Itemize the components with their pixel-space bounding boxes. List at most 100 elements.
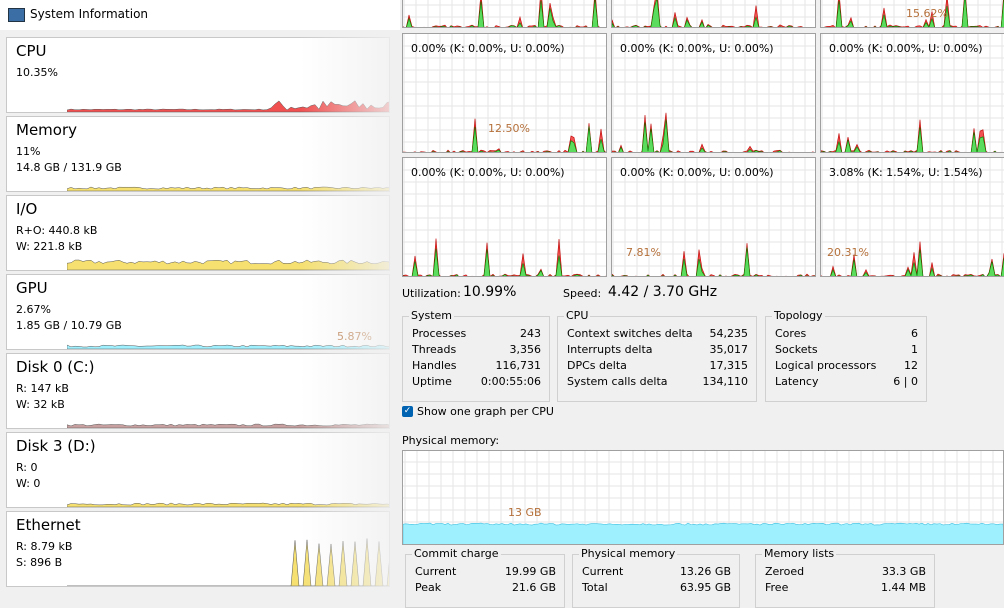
checkbox-box: ✓ [402, 406, 413, 417]
row-value: 1.44 MB [880, 581, 926, 594]
group-box: Topology Cores 6 Sockets 1 Logical processors… [765, 309, 927, 402]
group-row: Uptime 0:00:55:06 [412, 375, 541, 391]
group-title: Commit charge [412, 547, 501, 560]
row-value: 33.3 GB [881, 565, 926, 578]
row-label: Free [765, 581, 789, 594]
graph-plot [612, 158, 815, 276]
panel-graph [66, 491, 389, 507]
cpu-graph-text: 0.00% (K: 0.00%, U: 0.00%) [620, 166, 774, 179]
row-value: 54,235 [709, 327, 749, 340]
cpu-graph-text: 0.00% (K: 0.00%, U: 0.00%) [620, 42, 774, 55]
panel-title: CPU [16, 42, 47, 60]
sidebar-panel: GPU 2.67% 1.85 GB / 10.79 GB 5.87% [6, 274, 390, 350]
panel-graph [66, 175, 389, 191]
panel-plot [66, 100, 389, 112]
row-value: 116,731 [495, 359, 542, 372]
group-row: Free 1.44 MB [765, 581, 926, 597]
row-label: DPCs delta [567, 359, 627, 372]
group-row: Total 63.95 GB [582, 581, 731, 597]
panel-line: 11% [16, 145, 41, 158]
group-row: Sockets 1 [775, 343, 918, 359]
panel-line: R: 0 [16, 461, 38, 474]
group-title: System [409, 309, 455, 322]
panel-line: 1.85 GB / 10.79 GB [16, 319, 122, 332]
row-label: Sockets [775, 343, 818, 356]
utilization-value: 10.99% [463, 284, 517, 300]
row-value: 63.95 GB [679, 581, 731, 594]
row-value: 6 | 0 [893, 375, 918, 388]
panel-plot [67, 538, 389, 586]
row-label: System calls delta [567, 375, 668, 388]
row-label: Processes [412, 327, 467, 340]
group-row: Threads 3,356 [412, 343, 541, 359]
row-label: Context switches delta [567, 327, 693, 340]
row-label: Current [415, 565, 457, 578]
cpu-graph-label: 12.50% [488, 122, 530, 135]
panel-title: Memory [16, 121, 78, 139]
panel-graph [66, 412, 389, 428]
memory-graph-label: 13 GB [508, 506, 542, 519]
cpu-graph-label: 15.62% [906, 7, 948, 20]
sidebar-panel: CPU 10.35% [6, 37, 390, 113]
group-row: Latency 6 | 0 [775, 375, 918, 391]
panel-line: 10.35% [16, 66, 58, 79]
group-row: Context switches delta 54,235 [567, 327, 748, 343]
cpu-graph-text: 0.00% (K: 0.00%, U: 0.00%) [411, 166, 565, 179]
group-box: CPU Context switches delta 54,235 Interrupt… [557, 309, 757, 402]
panel-graph [66, 96, 389, 112]
physical-memory-label: Physical memory: [402, 434, 500, 447]
group-row: Logical processors 12 [775, 359, 918, 375]
panel-line: W: 221.8 kB [16, 240, 83, 253]
cpu-graph-text: 0.00% (K: 0.00%, U: 0.00%) [411, 42, 565, 55]
row-value: 12 [904, 359, 918, 372]
row-value: 3,356 [509, 343, 542, 356]
group-row: System calls delta 134,110 [567, 375, 748, 391]
cpu-graph: 0.00% (K: 0.00%, U: 0.00%) [611, 33, 816, 153]
cpu-graph: 0.00% (K: 0.00%, U: 0.00%) [820, 33, 1004, 153]
graph-plot [612, 34, 815, 152]
cpu-graph [402, 0, 607, 28]
memory-graph: 13 GB [402, 450, 1004, 545]
graph-plot [403, 0, 606, 27]
panel-graph [66, 254, 389, 270]
sidebar-panel: Memory 11% 14.8 GB / 131.9 GB [6, 116, 390, 192]
sidebar-panel: Ethernet R: 8.79 kB S: 896 B [6, 511, 390, 587]
panel-line: W: 0 [16, 477, 41, 490]
group-row: Peak 21.6 GB [415, 581, 556, 597]
cpu-graph [611, 0, 816, 28]
sidebar-panel: I/O R+O: 440.8 kB W: 221.8 kB [6, 195, 390, 271]
panel-title: Disk 0 (C:) [16, 358, 95, 376]
group-title: Memory lists [762, 547, 837, 560]
row-value: 0:00:55:06 [480, 375, 541, 388]
group-box: Physical memory Current 13.26 GB Total 63.95… [572, 547, 740, 608]
checkbox-label: Show one graph per CPU [417, 405, 554, 418]
group-row: Processes 243 [412, 327, 541, 343]
row-label: Current [582, 565, 624, 578]
panel-line: R+O: 440.8 kB [16, 224, 98, 237]
group-title: Topology [772, 309, 825, 322]
graph-plot [403, 34, 606, 152]
row-label: Total [582, 581, 608, 594]
group-row: Cores 6 [775, 327, 918, 343]
graph-plot [403, 451, 1003, 544]
group-title: CPU [564, 309, 591, 322]
panel-graph-label: 5.87% [337, 330, 372, 343]
speed-value: 4.42 / 3.70 GHz [608, 284, 718, 300]
row-value: 13.26 GB [679, 565, 731, 578]
panel-line: 14.8 GB / 131.9 GB [16, 161, 122, 174]
row-value: 35,017 [709, 343, 749, 356]
row-value: 17,315 [709, 359, 749, 372]
cpu-graph: 0.00% (K: 0.00%, U: 0.00%) 12.50% [402, 33, 607, 153]
cpu-graph: 3.08% (K: 1.54%, U: 1.54%) 20.31% [820, 157, 1004, 277]
row-value: 19.99 GB [504, 565, 556, 578]
cpu-graph-text: 3.08% (K: 1.54%, U: 1.54%) [829, 166, 983, 179]
graph-plot [612, 0, 815, 27]
panel-plot [66, 502, 389, 507]
panel-line: S: 896 B [16, 556, 63, 569]
panel-line: R: 8.79 kB [16, 540, 73, 553]
panel-title: GPU [16, 279, 48, 297]
speed-label: Speed: [563, 287, 602, 300]
title-bar: System Information [0, 0, 400, 30]
cpu-graph: 15.62% [820, 0, 1004, 28]
